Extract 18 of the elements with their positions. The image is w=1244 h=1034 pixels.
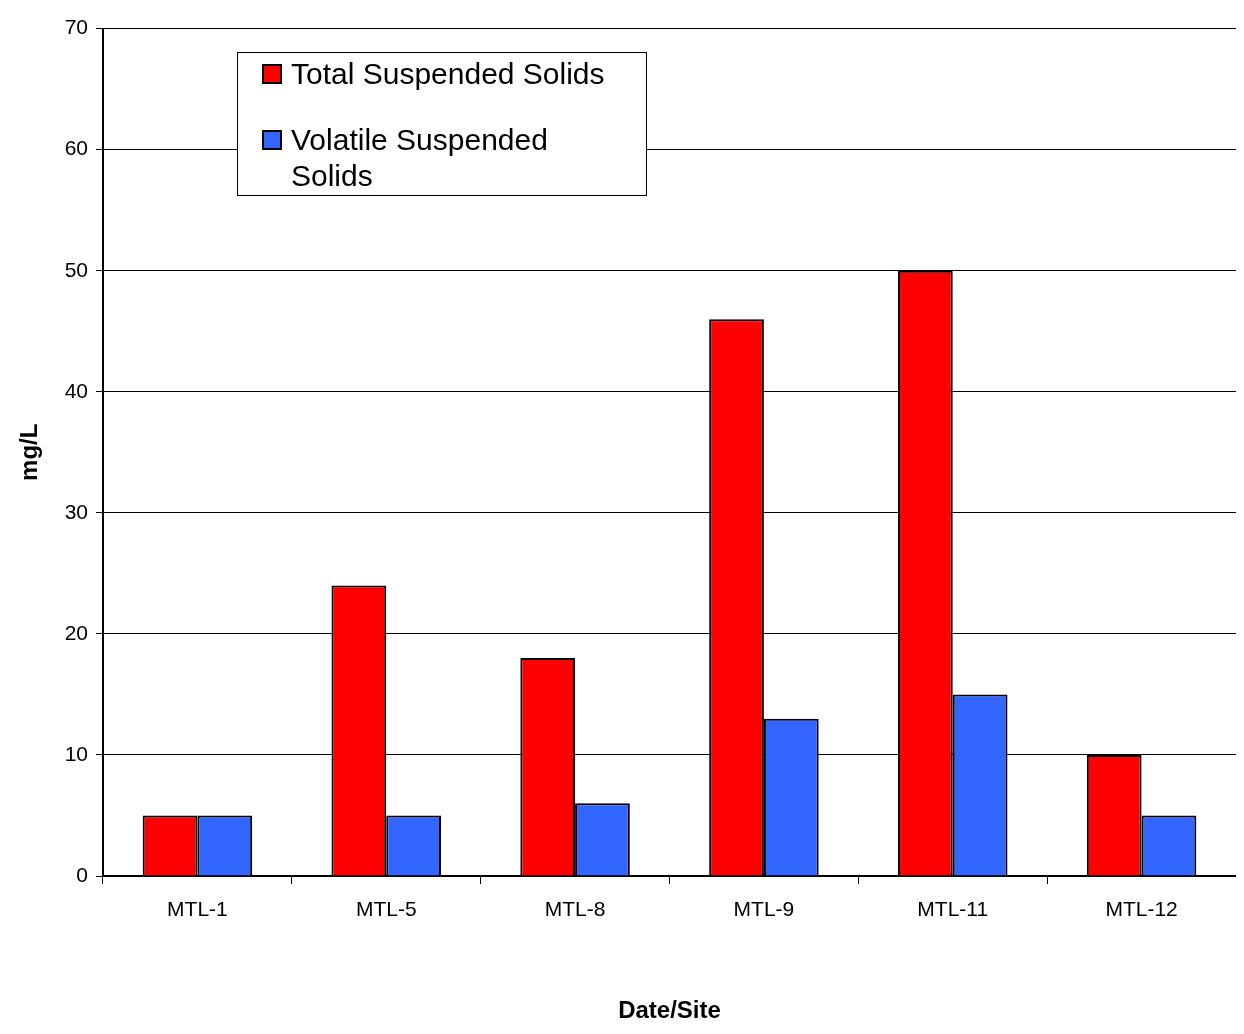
x-axis-title: Date/Site	[618, 996, 721, 1024]
legend-label: Volatile Suspended Solids	[291, 122, 549, 194]
y-tick-label: 30	[64, 499, 88, 523]
y-axis-title: mg/L	[15, 423, 43, 481]
y-tick-label: 50	[64, 257, 88, 281]
y-tick-label: 60	[64, 136, 88, 160]
x-tick-label: MTL-11	[917, 897, 989, 921]
legend-label: Total Suspended Solids	[291, 56, 606, 92]
x-tick-label: MTL-1	[167, 897, 228, 921]
x-tick-label: MTL-12	[1105, 897, 1178, 921]
x-tick-label: MTL-9	[733, 897, 795, 921]
y-tick-label: 70	[64, 15, 88, 39]
x-tick-label: MTL-5	[355, 897, 417, 921]
y-tick-label: 0	[76, 862, 88, 886]
y-tick-label: 40	[64, 378, 88, 402]
x-tick-label: MTL-8	[544, 897, 606, 921]
y-tick-label: 10	[64, 741, 88, 765]
y-tick-label: 20	[64, 620, 88, 644]
